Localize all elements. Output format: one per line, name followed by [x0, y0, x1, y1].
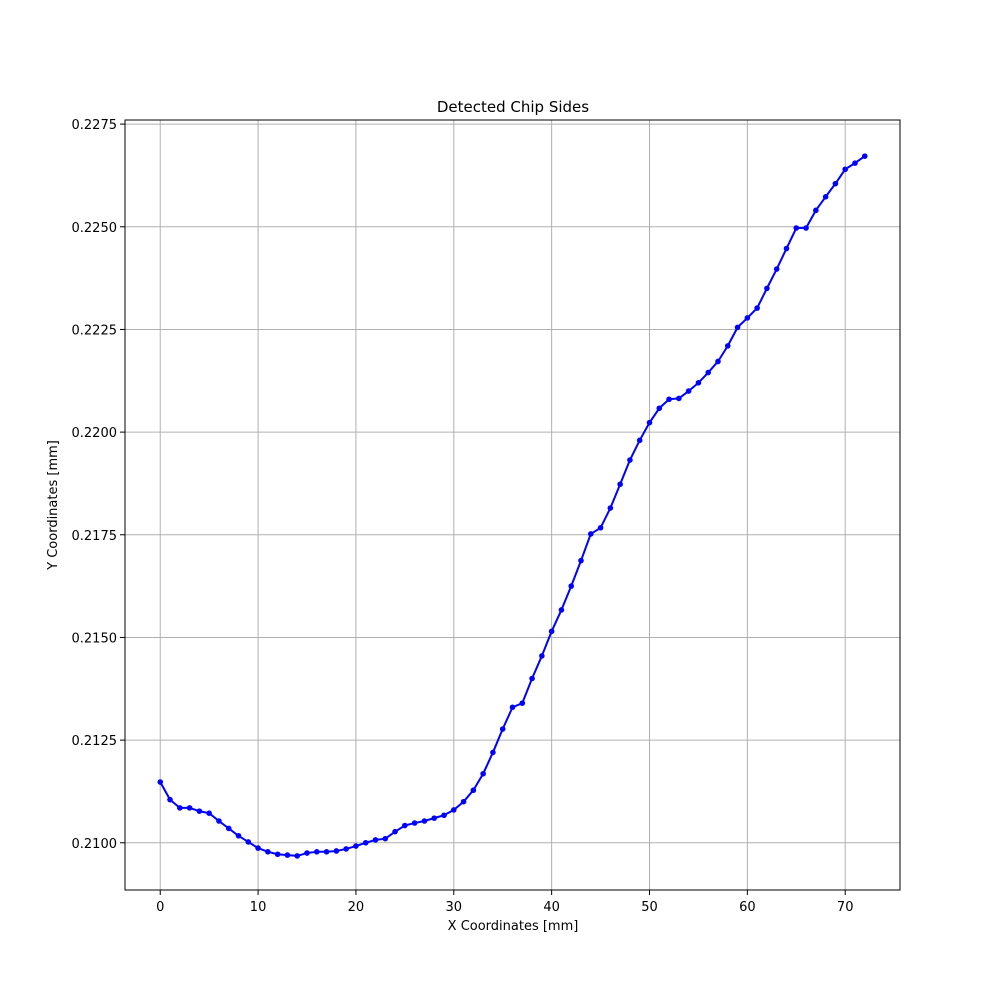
- x-tick-label: 70: [837, 900, 854, 915]
- data-point: [724, 343, 731, 349]
- data-point: [852, 160, 858, 166]
- data-point: [793, 225, 800, 231]
- data-point: [548, 628, 555, 635]
- data-point: [470, 787, 477, 794]
- data-point: [607, 505, 614, 511]
- y-tick-label: 0.2125: [72, 734, 118, 749]
- data-point: [529, 675, 535, 682]
- data-point: [617, 481, 623, 488]
- data-point: [803, 225, 809, 231]
- data-point: [206, 810, 212, 817]
- x-tick-label: 20: [348, 900, 365, 915]
- data-point: [568, 583, 575, 589]
- data-point: [421, 818, 428, 824]
- y-tick-label: 0.2175: [72, 529, 118, 544]
- data-point: [167, 796, 173, 803]
- chart-title: Detected Chip Sides: [437, 98, 589, 116]
- data-point: [519, 700, 526, 706]
- data-point: [773, 266, 780, 272]
- data-point: [176, 805, 183, 811]
- data-point: [304, 850, 310, 856]
- x-tick-label: 50: [641, 900, 658, 915]
- y-tick-label: 0.2200: [72, 426, 118, 441]
- x-axis-label: X Coordinates [mm]: [448, 919, 579, 934]
- data-point: [499, 726, 506, 732]
- data-point: [558, 607, 565, 613]
- y-tick-label: 0.2150: [72, 631, 118, 646]
- data-point: [353, 843, 359, 849]
- x-tick-label: 0: [156, 900, 164, 915]
- data-point: [480, 770, 486, 777]
- data-point: [685, 388, 692, 394]
- data-point: [157, 779, 164, 785]
- data-point: [822, 193, 829, 200]
- y-tick-label: 0.2275: [72, 118, 118, 133]
- data-point: [186, 805, 193, 811]
- y-tick-label: 0.2250: [72, 221, 118, 236]
- data-point: [255, 845, 261, 851]
- axis-ticks: 0 10 20 30 40 50 60 70 0.2100 0.2125 0.2150 0.2175 0…: [72, 118, 854, 915]
- data-point: [764, 285, 770, 292]
- data-point: [783, 245, 790, 252]
- data-point: [216, 818, 222, 824]
- y-axis-label: Y Coordinates [mm]: [46, 440, 61, 571]
- data-point: [861, 153, 868, 159]
- data-point: [832, 180, 839, 187]
- data-point: [265, 849, 271, 855]
- data-point: [450, 807, 457, 813]
- data-point: [225, 825, 232, 832]
- data-point: [372, 837, 379, 843]
- grid-lines: [125, 120, 900, 890]
- data-point: [392, 828, 398, 835]
- data-point: [734, 324, 741, 331]
- series-line: [159, 155, 866, 857]
- data-point: [235, 832, 242, 839]
- data-point: [578, 557, 584, 564]
- data-point: [284, 852, 291, 858]
- data-point: [656, 405, 663, 412]
- data-point: [636, 437, 643, 444]
- data-point: [754, 305, 760, 311]
- data-point: [460, 798, 467, 805]
- data-point: [196, 808, 203, 814]
- data-point: [666, 396, 672, 403]
- data-point: [587, 531, 594, 537]
- data-point: [411, 820, 418, 826]
- data-point: [274, 851, 281, 858]
- data-point: [705, 369, 712, 376]
- data-point: [715, 358, 721, 365]
- x-tick-label: 10: [250, 900, 267, 915]
- data-point: [627, 457, 633, 463]
- data-point: [431, 815, 438, 821]
- data-point: [676, 395, 682, 402]
- data-point: [597, 524, 604, 531]
- data-point: [362, 839, 369, 846]
- data-point: [313, 849, 320, 855]
- data-point: [402, 822, 408, 829]
- data-point: [333, 848, 340, 854]
- x-tick-label: 60: [739, 900, 756, 915]
- data-point: [441, 812, 447, 819]
- y-tick-label: 0.2225: [72, 323, 118, 338]
- data-point: [343, 846, 349, 852]
- data-point: [294, 853, 301, 859]
- x-tick-label: 30: [446, 900, 463, 915]
- data-point: [382, 835, 389, 842]
- data-series: [157, 153, 868, 859]
- data-point: [539, 653, 545, 659]
- data-point: [744, 315, 751, 321]
- data-point: [646, 419, 653, 426]
- plot-frame: [124, 119, 901, 891]
- data-point: [323, 849, 330, 855]
- data-point: [509, 704, 516, 711]
- data-point: [245, 839, 252, 845]
- data-point: [842, 166, 849, 173]
- data-point: [813, 207, 819, 214]
- data-point: [695, 380, 702, 386]
- y-tick-label: 0.2100: [72, 837, 118, 852]
- data-point: [490, 749, 496, 756]
- x-tick-label: 40: [543, 900, 560, 915]
